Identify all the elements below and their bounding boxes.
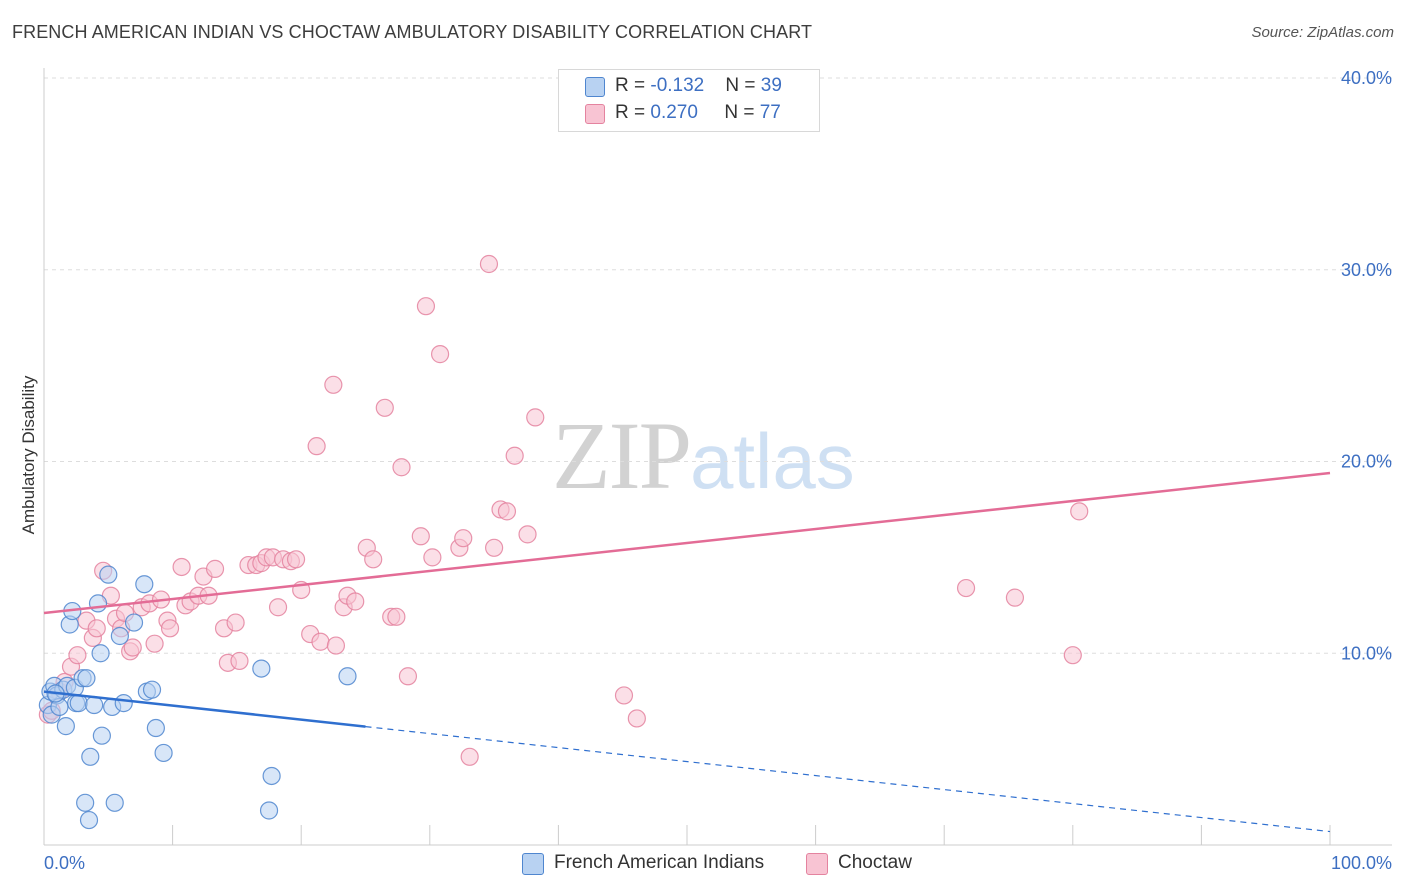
legend-swatch-blue <box>585 77 605 97</box>
legend-swatch-pink <box>585 104 605 124</box>
point-choctaw <box>479 254 499 274</box>
point-choctaw <box>268 598 288 617</box>
point-choctaw <box>518 525 537 544</box>
point-choctaw <box>627 709 646 728</box>
point-french-american-indians <box>114 694 133 713</box>
point-choctaw <box>497 502 517 521</box>
point-french-american-indians <box>154 743 173 763</box>
point-choctaw <box>505 446 524 465</box>
y-tick-label: 40.0% <box>1341 68 1392 88</box>
point-french-american-indians <box>110 626 129 646</box>
chart-title: FRENCH AMERICAN INDIAN VS CHOCTAW AMBULA… <box>12 22 813 42</box>
point-choctaw <box>1063 646 1082 665</box>
point-choctaw <box>460 747 479 766</box>
point-choctaw <box>387 607 406 626</box>
point-french-american-indians <box>338 667 357 686</box>
point-choctaw <box>87 619 106 638</box>
point-choctaw <box>526 408 545 427</box>
legend-n-label: N = <box>724 102 760 123</box>
point-french-american-indians <box>88 594 108 613</box>
point-french-american-indians <box>142 680 162 699</box>
point-french-american-indians <box>81 747 100 766</box>
point-choctaw <box>205 559 225 578</box>
point-choctaw <box>307 437 326 456</box>
point-french-american-indians <box>91 644 110 663</box>
legend: R = -0.132 N = 39 R = 0.270 N = 77 <box>558 69 820 132</box>
legend-n-value: 77 <box>759 102 781 123</box>
point-choctaw <box>123 638 142 657</box>
trend-lines <box>43 471 1331 833</box>
point-choctaw <box>286 550 306 569</box>
point-choctaw <box>416 297 436 316</box>
point-choctaw <box>411 527 430 546</box>
point-french-american-indians <box>76 793 95 812</box>
point-choctaw <box>326 636 346 655</box>
trend-line-choctaw <box>43 471 1331 615</box>
y-tick-label: 30.0% <box>1341 260 1392 280</box>
point-choctaw <box>230 651 249 671</box>
point-choctaw <box>485 538 504 557</box>
point-choctaw <box>311 632 330 651</box>
point-choctaw <box>226 613 245 632</box>
point-french-american-indians <box>262 766 281 786</box>
legend-r-label: R = <box>615 102 651 123</box>
point-choctaw <box>392 458 411 477</box>
point-french-american-indians <box>105 793 124 812</box>
point-french-american-indians <box>124 613 144 632</box>
point-french-american-indians <box>85 695 104 715</box>
bottom-legend-swatch-blue <box>522 853 544 875</box>
point-choctaw <box>430 345 450 364</box>
point-french-american-indians <box>92 726 111 745</box>
point-french-american-indians <box>135 575 154 594</box>
y-tick-label: 10.0% <box>1341 643 1392 663</box>
legend-n-value: 39 <box>760 75 782 96</box>
source-credit: Source: ZipAtlas.com <box>1251 24 1394 41</box>
x-tick-label-min: 0.0% <box>44 853 85 873</box>
point-choctaw <box>346 592 365 611</box>
x-tick-label-max: 100.0% <box>1331 853 1392 873</box>
legend-r-label: R = <box>615 75 651 96</box>
point-french-american-indians <box>77 669 96 688</box>
point-choctaw <box>160 619 180 638</box>
point-choctaw <box>614 686 634 705</box>
point-choctaw <box>172 557 191 577</box>
legend-n-label: N = <box>725 75 761 96</box>
point-choctaw <box>423 548 442 567</box>
point-french-american-indians <box>252 659 271 678</box>
point-choctaw <box>68 646 87 665</box>
legend-r-value: 0.270 <box>650 102 698 123</box>
watermark-zip: ZIP <box>552 402 692 509</box>
point-choctaw <box>956 578 976 598</box>
point-choctaw <box>1005 588 1025 607</box>
trend-line-french-american-indians-projected <box>365 725 1331 833</box>
bottom-legend-label: French American Indians <box>554 852 765 873</box>
bottom-legend-swatch-pink <box>806 853 828 875</box>
legend-r-value: -0.132 <box>650 75 705 96</box>
y-axis-label: Ambulatory Disability <box>19 375 38 534</box>
y-tick-label: 20.0% <box>1341 452 1392 472</box>
trend-line-french-american-indians <box>43 690 366 728</box>
point-choctaw <box>324 375 343 394</box>
point-french-american-indians <box>79 810 99 830</box>
watermark: ZIPatlas <box>552 400 855 511</box>
data-points <box>38 254 1089 830</box>
point-french-american-indians <box>146 718 165 738</box>
point-choctaw <box>1070 502 1089 521</box>
point-choctaw <box>364 550 383 569</box>
tick-labels: 10.0% 20.0% 30.0% 40.0% 0.0% 100.0% <box>44 68 1392 873</box>
point-choctaw <box>375 398 394 417</box>
point-choctaw <box>145 634 164 653</box>
bottom-legend-label: Choctaw <box>838 852 912 873</box>
point-french-american-indians <box>259 801 279 820</box>
point-french-american-indians <box>56 717 75 736</box>
point-french-american-indians <box>99 565 118 584</box>
point-choctaw <box>454 529 473 548</box>
point-choctaw <box>398 667 418 686</box>
axes <box>43 68 1392 846</box>
